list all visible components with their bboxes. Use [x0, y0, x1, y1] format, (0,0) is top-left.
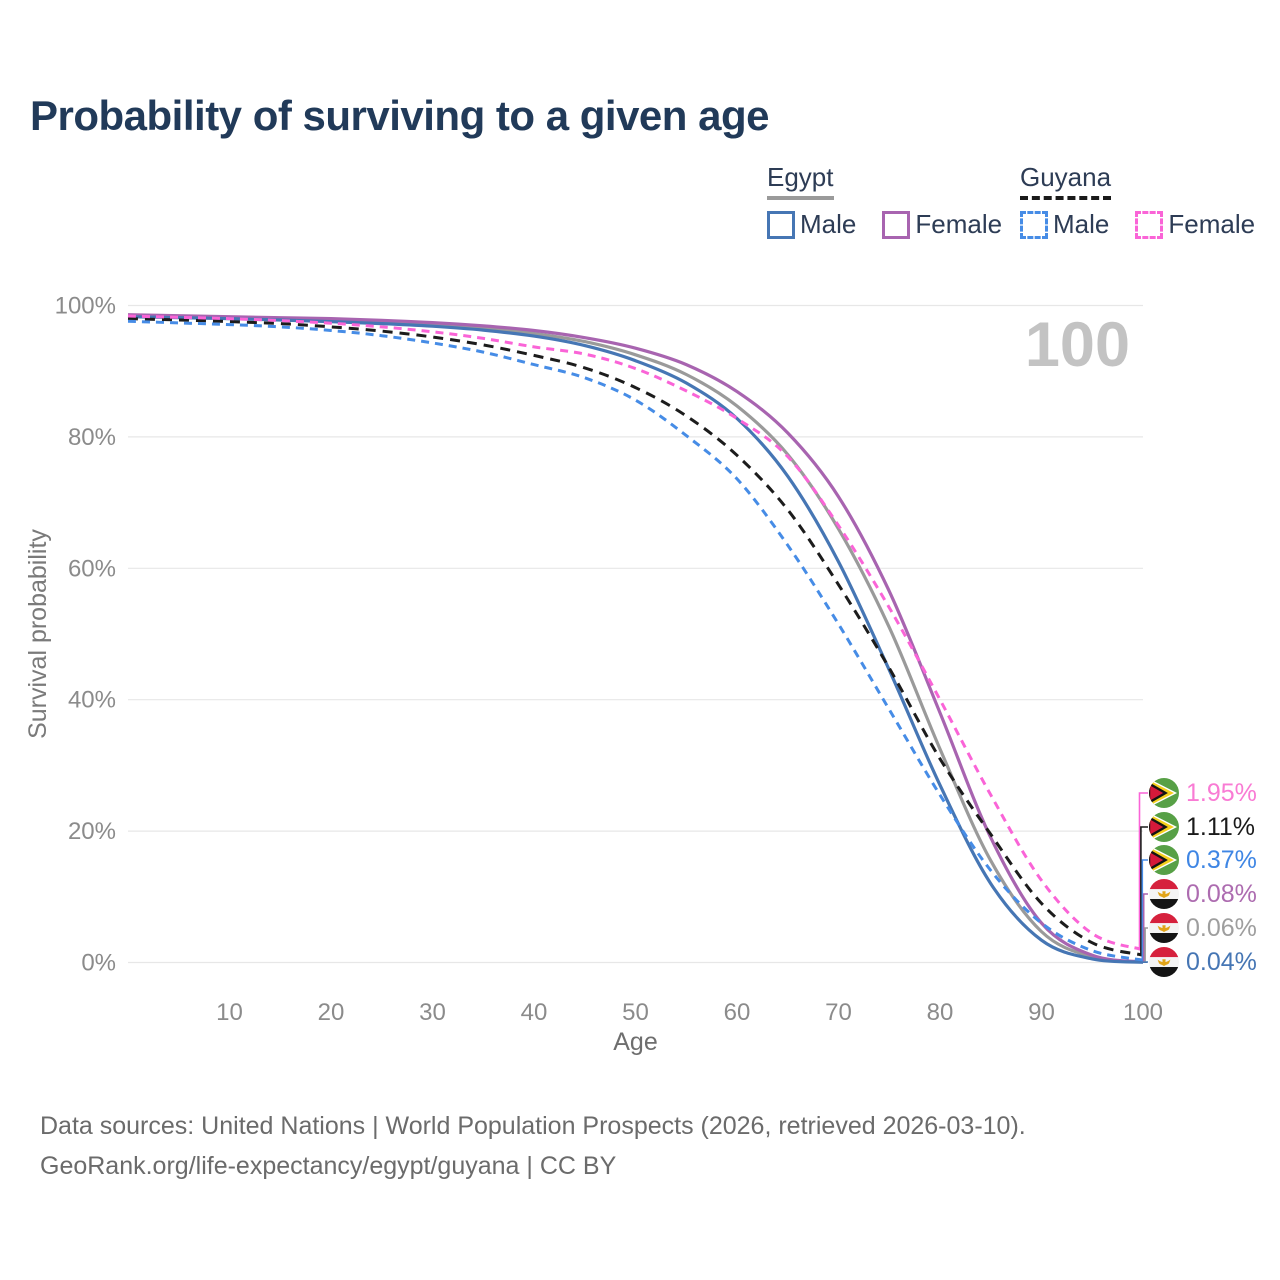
legend-item-egypt-male[interactable]: Male: [767, 209, 856, 240]
series-line-guyana-female: [127, 314, 1144, 952]
guyana-male-swatch-icon: [1020, 210, 1048, 239]
guyana-flag-icon: [1149, 845, 1179, 875]
x-tick-label: 10: [216, 999, 243, 1026]
x-tick-label: 30: [419, 999, 446, 1026]
y-tick-label: 80%: [68, 424, 116, 451]
legend-group-label-egypt[interactable]: Egypt: [767, 162, 834, 200]
x-tick-label: 50: [622, 999, 649, 1026]
egypt-flag-icon: [1149, 947, 1179, 977]
y-tick-label: 100%: [55, 293, 116, 320]
end-label-value: 0.37%: [1186, 846, 1257, 874]
y-tick-label: 20%: [68, 818, 116, 845]
series-line-egypt-both-sexes: [127, 314, 1144, 964]
series-line-egypt-female: [127, 313, 1144, 964]
x-tick-label: 80: [927, 999, 954, 1026]
legend-item-label: Female: [1168, 209, 1256, 239]
x-tick-label: 20: [318, 999, 345, 1026]
egypt-flag-icon: [1149, 879, 1179, 909]
legend-item-label: Male: [800, 209, 857, 239]
guyana-flag-icon: [1149, 778, 1179, 808]
footer-sources-line: Data sources: United Nations | World Pop…: [40, 1112, 1026, 1140]
legend-group-guyana: Guyana Male Female: [1020, 162, 1255, 240]
end-label-value: 0.06%: [1186, 914, 1257, 942]
x-tick-label: 70: [825, 999, 852, 1026]
egypt-flag-icon: [1149, 913, 1179, 943]
series-line-guyana-both-sexes: [127, 317, 1144, 957]
x-tick-label: 90: [1028, 999, 1055, 1026]
footer: Data sources: United Nations | World Pop…: [40, 1106, 1026, 1186]
y-tick-label: 40%: [68, 687, 116, 714]
y-tick-label: 60%: [68, 555, 116, 582]
legend-item-label: Female: [915, 209, 1003, 239]
end-label-value: 0.04%: [1186, 948, 1257, 976]
series-line-guyana-male: [127, 319, 1144, 962]
legend-item-guyana-male[interactable]: Male: [1020, 209, 1109, 240]
legend-group-label-guyana[interactable]: Guyana: [1020, 162, 1112, 200]
footer-url-line: GeoRank.org/life-expectancy/egypt/guyana…: [40, 1152, 617, 1180]
end-label-value: 1.95%: [1186, 779, 1257, 807]
guyana-female-swatch-icon: [1135, 210, 1164, 239]
end-label-value: 0.08%: [1186, 880, 1257, 908]
x-tick-label: 60: [724, 999, 751, 1026]
page-title: Probability of surviving to a given age: [30, 92, 769, 139]
legend-item-egypt-female[interactable]: Female: [882, 209, 1002, 240]
legend-item-guyana-female[interactable]: Female: [1135, 209, 1255, 240]
egypt-male-swatch-icon: [767, 210, 795, 239]
x-tick-label: 100: [1123, 999, 1163, 1026]
series-line-egypt-male: [127, 315, 1144, 964]
end-label-value: 1.11%: [1186, 813, 1255, 841]
x-tick-label: 40: [521, 999, 548, 1026]
end-label-connector: [1141, 859, 1148, 961]
y-tick-label: 0%: [81, 950, 116, 977]
legend-item-label: Male: [1053, 209, 1110, 239]
legend-group-egypt: Egypt Male Female: [767, 162, 1002, 240]
egypt-female-swatch-icon: [882, 210, 911, 239]
x-axis-title: Age: [613, 1028, 657, 1056]
age-indicator-watermark: 100: [1025, 310, 1130, 380]
guyana-flag-icon: [1149, 812, 1179, 842]
y-axis-title: Survival probability: [24, 529, 52, 739]
